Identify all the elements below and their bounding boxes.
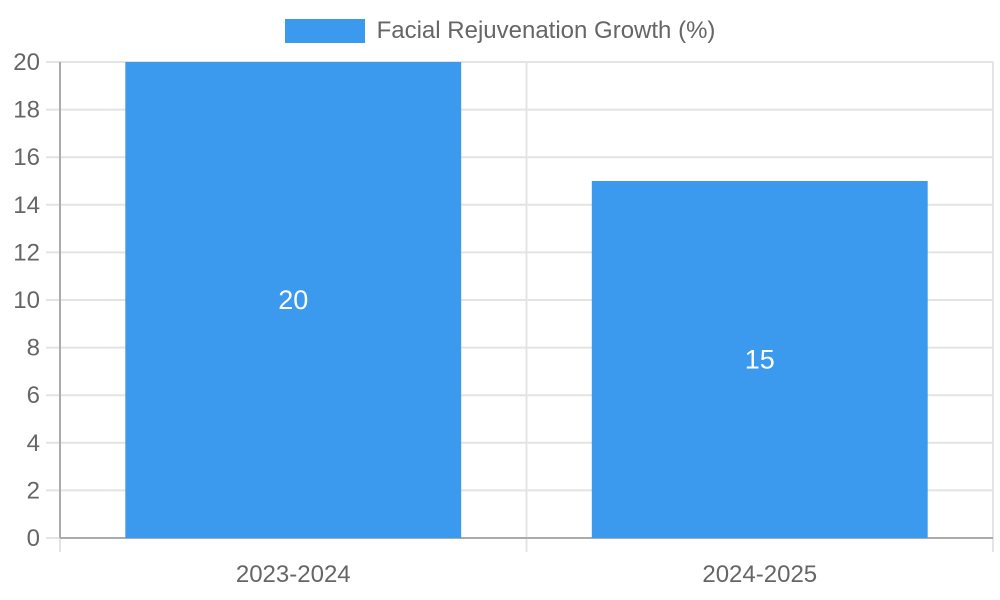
- y-tick-label: 16: [13, 144, 40, 171]
- bar-2024-2025[interactable]: [591, 181, 928, 538]
- y-tick-label: 20: [13, 49, 40, 76]
- y-tick-label: 12: [13, 239, 40, 266]
- chart-legend[interactable]: Facial Rejuvenation Growth (%): [0, 15, 1000, 47]
- y-tick-label: 2: [27, 477, 40, 504]
- legend-label: Facial Rejuvenation Growth (%): [376, 17, 716, 44]
- y-tick-label: 18: [13, 97, 40, 124]
- bar-value-label: 20: [278, 285, 308, 315]
- y-tick-label: 6: [27, 382, 40, 409]
- bar-value-label: 15: [745, 345, 775, 375]
- x-tick-label: 2023-2024: [236, 561, 351, 588]
- x-tick-label: 2024-2025: [702, 561, 817, 588]
- bar-2023-2024[interactable]: [125, 62, 462, 538]
- legend-swatch: [284, 19, 365, 43]
- y-tick-label: 10: [13, 287, 40, 314]
- y-tick-label: 4: [27, 430, 40, 457]
- y-tick-label: 0: [27, 525, 40, 552]
- bars-layer: [125, 62, 928, 538]
- y-tick-label: 14: [13, 192, 40, 219]
- labels-layer: 0 2 4 6 8 10 12 14 16 18 20 20 2023-2024 15 2024-2025: [13, 49, 817, 588]
- y-tick-label: 8: [27, 335, 40, 362]
